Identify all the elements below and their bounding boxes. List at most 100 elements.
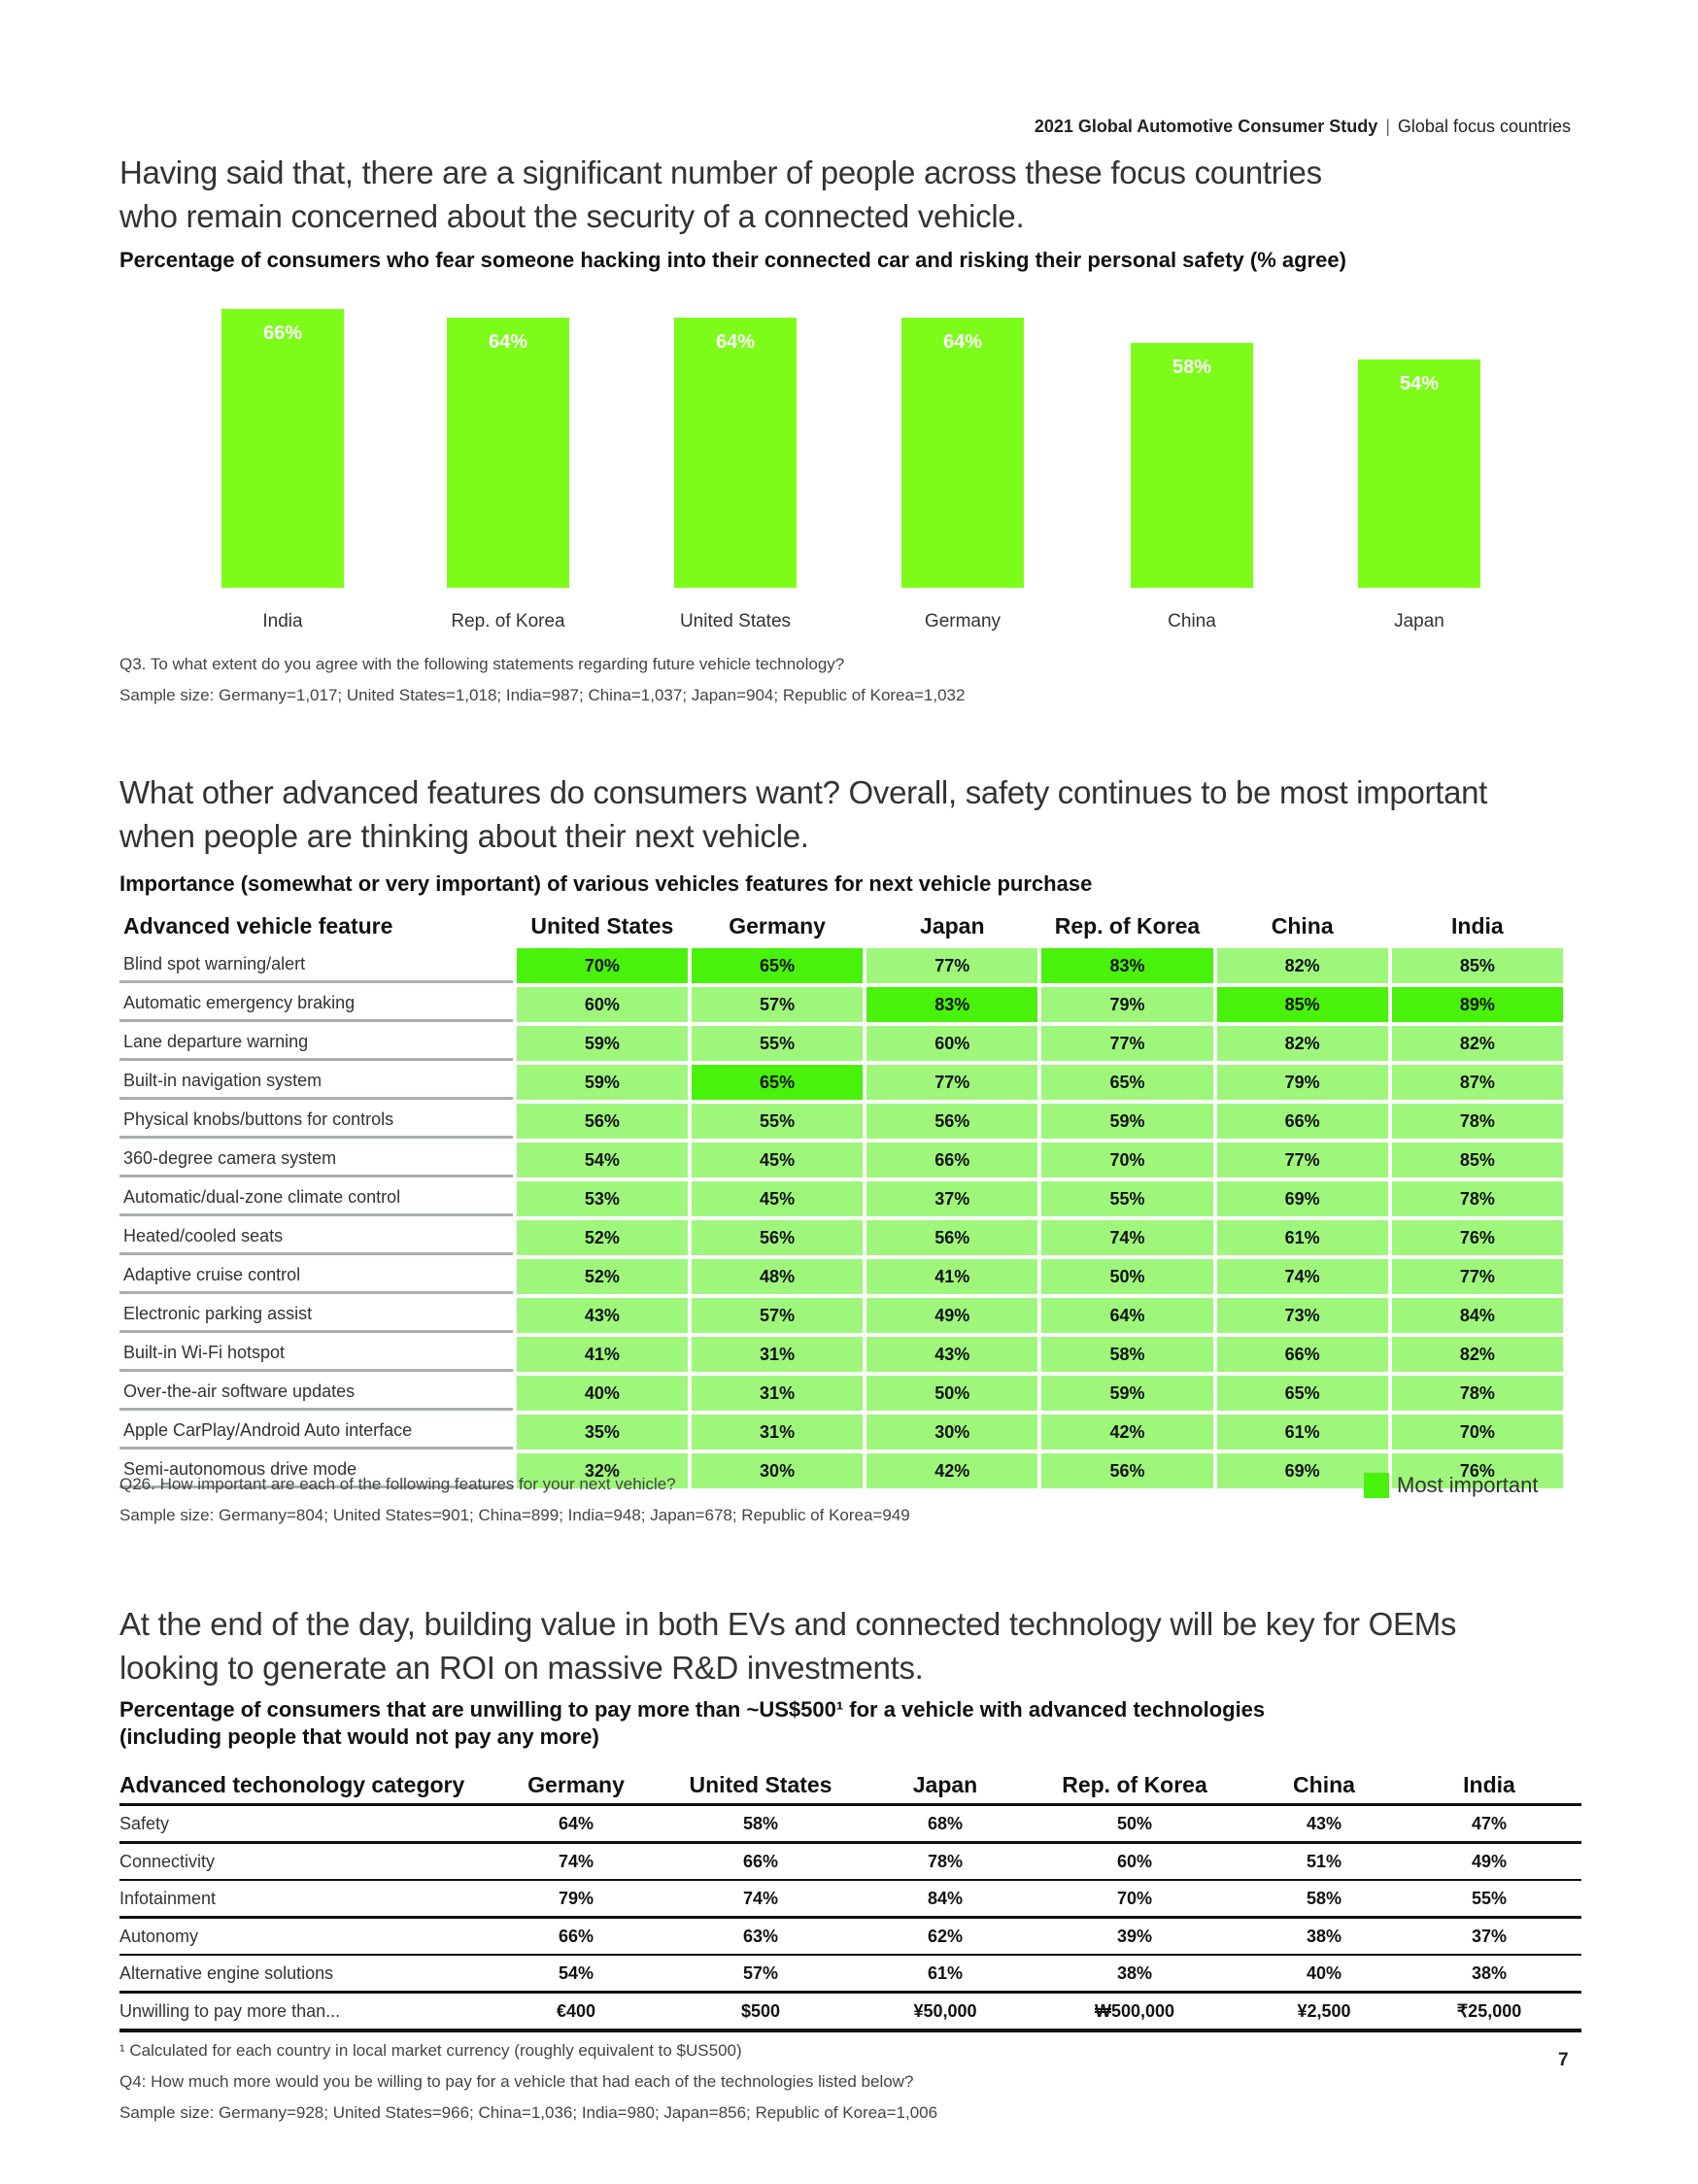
section-name: Global focus countries xyxy=(1397,117,1571,136)
bar-value-label: 64% xyxy=(942,330,983,353)
bar-value-label: 54% xyxy=(1399,373,1440,395)
cell-value: 79% xyxy=(503,1880,649,1919)
cell-value: 82% xyxy=(1216,1022,1388,1061)
cell-value: 65% xyxy=(1216,1372,1388,1411)
cell-value: 69% xyxy=(1216,1450,1388,1488)
column-header: India xyxy=(1451,912,1504,938)
cell-value: 45% xyxy=(691,1139,864,1177)
table-row: Alternative engine solutions 54% 57% 61% 38%… xyxy=(119,1955,1581,1994)
table-row: Automatic emergency braking 60% 57% 83% 79% 8… xyxy=(119,983,1563,1022)
cell-value: 66% xyxy=(1216,1333,1388,1372)
cell-value: 62% xyxy=(872,1917,1018,1956)
cell-value: 76% xyxy=(1391,1450,1563,1488)
bar-value-label: 64% xyxy=(488,330,528,353)
cell-value: 63% xyxy=(649,1917,872,1956)
feature-label: Automatic emergency braking xyxy=(119,983,513,1022)
cell-value: 84% xyxy=(1391,1294,1563,1333)
table-row: Blind spot warning/alert 70% 65% 77% 83% 82% 8… xyxy=(119,944,1563,983)
cell-value: 57% xyxy=(691,983,864,1022)
cell-value: 82% xyxy=(1216,944,1388,983)
bar-india xyxy=(221,308,344,588)
section2-notes: Q26. How important are each of the follo… xyxy=(119,1469,910,1531)
cell-value: 70% xyxy=(1391,1411,1563,1450)
cell-value: 77% xyxy=(866,944,1038,983)
column-header: Rep. of Korea xyxy=(1018,1766,1251,1806)
cell-value: 47% xyxy=(1397,1804,1581,1844)
cell-most-important: 83% xyxy=(866,983,1038,1022)
cell-value: 78% xyxy=(1391,1177,1563,1216)
cell-value: 42% xyxy=(866,1450,1038,1488)
cell-value: 31% xyxy=(691,1333,864,1372)
feature-label: Electronic parking assist xyxy=(119,1294,513,1333)
category-label: Unwilling to pay more than... xyxy=(119,1992,503,2032)
feature-label: Built-in Wi-Fi hotspot xyxy=(119,1333,513,1372)
cell-value: 66% xyxy=(1216,1100,1388,1139)
table-row: Automatic/dual-zone climate control 53% 45… xyxy=(119,1177,1563,1216)
column-header: China xyxy=(1271,912,1334,938)
feature-label: Over-the-air software updates xyxy=(119,1372,513,1411)
cell-value: 37% xyxy=(1397,1917,1581,1956)
heading-line: What other advanced features do consumer… xyxy=(119,774,1488,810)
table-row: Adaptive cruise control 52% 48% 41% 50% 74% 77… xyxy=(119,1255,1563,1294)
category-label: Autonomy xyxy=(119,1917,503,1956)
column-header: India xyxy=(1397,1766,1581,1806)
title-line: (including people that would not pay any… xyxy=(119,1724,599,1749)
cell-value: 37% xyxy=(866,1177,1038,1216)
cell-value: 43% xyxy=(1251,1804,1397,1844)
cell-value: 30% xyxy=(866,1411,1038,1450)
bar-germany xyxy=(901,317,1024,588)
cell-value: 49% xyxy=(866,1294,1038,1333)
feature-label: Built-in navigation system xyxy=(119,1061,513,1100)
column-header: China xyxy=(1251,1766,1397,1806)
cell-value: 82% xyxy=(1391,1333,1563,1372)
heading-line: looking to generate an ROI on massive R&… xyxy=(119,1650,924,1686)
feature-label: Blind spot warning/alert xyxy=(119,944,513,983)
cell-value: 50% xyxy=(1018,1804,1251,1844)
category-label: Infotainment xyxy=(119,1880,503,1919)
feature-label: Adaptive cruise control xyxy=(119,1255,513,1294)
heading-line: when people are thinking about their nex… xyxy=(119,818,809,854)
cell-value: 60% xyxy=(516,983,688,1022)
bar-value-label: 66% xyxy=(262,322,303,344)
bar-united-states xyxy=(674,317,797,588)
table-row: Physical knobs/buttons for controls 56% 55… xyxy=(119,1100,1563,1139)
cell-value: 66% xyxy=(503,1917,649,1956)
cell-value: 38% xyxy=(1251,1917,1397,1956)
cell-value: 85% xyxy=(1391,1139,1563,1177)
legend: Most important xyxy=(1364,1473,1539,1498)
running-header: 2021 Global Automotive Consumer Study | Gl… xyxy=(1035,117,1571,137)
cell-value: 54% xyxy=(516,1139,688,1177)
cell-value: 77% xyxy=(1041,1022,1213,1061)
cell-value: €400 xyxy=(503,1992,649,2032)
cell-value: 30% xyxy=(691,1450,864,1488)
cell-value: 58% xyxy=(1041,1333,1213,1372)
feature-label: Automatic/dual-zone climate control xyxy=(119,1177,513,1216)
cell-value: 42% xyxy=(1041,1411,1213,1450)
cell-value: 55% xyxy=(691,1022,864,1061)
table-row: Electronic parking assist 43% 57% 49% 64% 73%… xyxy=(119,1294,1563,1333)
cell-value: 82% xyxy=(1391,1022,1563,1061)
cell-value: 64% xyxy=(503,1804,649,1844)
cell-value: 64% xyxy=(1041,1294,1213,1333)
cell-value: 31% xyxy=(691,1372,864,1411)
cell-value: 51% xyxy=(1251,1842,1397,1881)
cell-value: 55% xyxy=(691,1100,864,1139)
column-header: United States xyxy=(649,1766,872,1806)
cell-value: 84% xyxy=(872,1880,1018,1919)
title-line: Percentage of consumers that are unwilli… xyxy=(119,1697,1266,1722)
cell-value: 74% xyxy=(1041,1216,1213,1255)
table-row: Autonomy 66% 63% 62% 39% 38% 37% xyxy=(119,1917,1581,1956)
cell-value: 56% xyxy=(866,1100,1038,1139)
cell-value: 74% xyxy=(1216,1255,1388,1294)
cell-value: 65% xyxy=(1041,1061,1213,1100)
cell-value: 38% xyxy=(1397,1955,1581,1994)
section1-heading: Having said that, there are a significan… xyxy=(119,151,1322,238)
feature-label: Apple CarPlay/Android Auto interface xyxy=(119,1411,513,1450)
feature-label: 360-degree camera system xyxy=(119,1139,513,1177)
table-header-row: Advanced vehicle feature United States Ger… xyxy=(119,907,1563,944)
table-row: 360-degree camera system 54% 45% 66% 70% 77% 8… xyxy=(119,1139,1563,1177)
cell-most-important: 70% xyxy=(516,944,688,983)
page-number: 7 xyxy=(1558,2050,1569,2070)
cell-value: 73% xyxy=(1216,1294,1388,1333)
cell-value: 70% xyxy=(1041,1139,1213,1177)
